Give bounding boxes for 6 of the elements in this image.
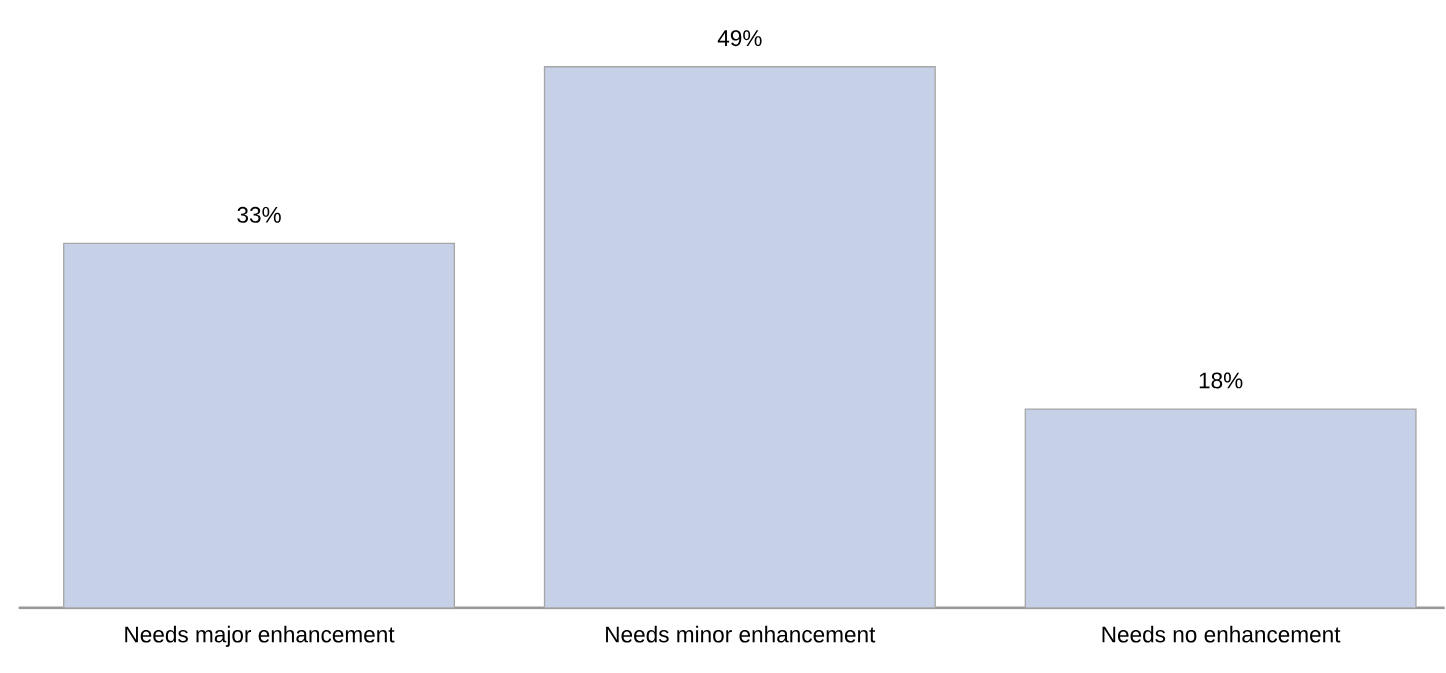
x-tick-label: Needs major enhancement — [125, 626, 395, 648]
data-label: 18% — [1199, 372, 1243, 389]
x-tick-label: Needs minor enhancement — [606, 626, 876, 643]
x-tick-label: Needs no enhancement — [1102, 626, 1341, 643]
data-label: 33% — [237, 206, 281, 223]
data-label: 49% — [717, 30, 762, 47]
